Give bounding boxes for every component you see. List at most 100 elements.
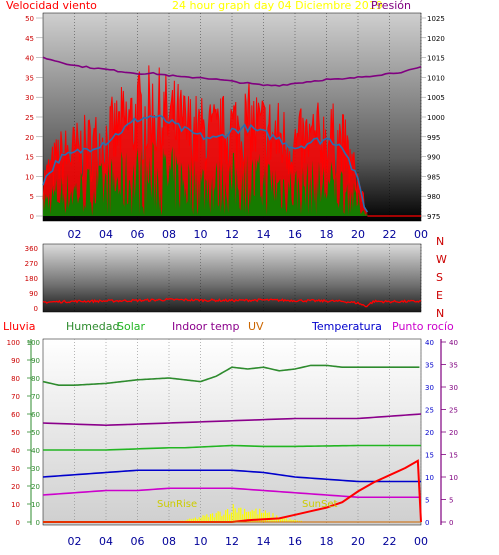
temperature-axis: 0 0 5 5 10 10 15 15 20 20 25 25 30 30 35 35 40 40 <box>425 339 458 527</box>
x-tick-label: 22 <box>383 228 397 241</box>
direction-axis: 0 90 180 270 360 <box>25 245 38 313</box>
climate-x-axis: 02 04 06 08 10 12 14 16 18 20 22 00 <box>68 535 429 548</box>
y-tick-label: 25 <box>25 114 34 122</box>
y-tick-label: 80 <box>31 375 40 383</box>
wind-gust-area <box>43 65 368 216</box>
y-tick-label: 90 <box>31 357 40 365</box>
rain-line <box>43 459 422 523</box>
compass-label: E <box>436 289 443 302</box>
punto-rocio-label: Punto rocío <box>392 320 454 333</box>
y-tick-label: 1000 <box>427 114 445 122</box>
y-tick-label: 40 <box>11 447 20 455</box>
indoor-temp-label: Indoor temp <box>172 320 239 333</box>
y-tick-label: 60 <box>11 411 20 419</box>
x-tick-label: 08 <box>162 535 176 548</box>
x-tick-label: 20 <box>351 228 365 241</box>
y-tick-label: 50 <box>25 15 34 23</box>
y-tick-label: 975 <box>427 213 440 221</box>
y-tick-label: 5 <box>449 497 453 505</box>
wind-x-axis: 02 04 06 08 10 12 14 16 18 20 22 00 <box>68 228 429 241</box>
x-tick-label: 20 <box>351 535 365 548</box>
x-tick-label: 12 <box>225 228 239 241</box>
y-tick-label: 70 <box>11 393 20 401</box>
uv-label: UV <box>248 320 264 333</box>
y-tick-label: 0 <box>36 519 40 527</box>
x-tick-label: 00 <box>414 228 428 241</box>
y-tick-label: 90 <box>29 290 38 298</box>
y-tick-label: 20 <box>31 483 40 491</box>
x-tick-label: 04 <box>99 228 113 241</box>
y-tick-label: 20 <box>11 483 20 491</box>
y-tick-label: 995 <box>427 134 440 142</box>
y-tick-label: 1015 <box>427 55 445 63</box>
y-tick-label: 40 <box>25 55 34 63</box>
y-tick-label: 1025 <box>427 15 445 23</box>
y-tick-label: 0 <box>30 213 34 221</box>
direction-panel-grid <box>74 244 422 312</box>
y-tick-label: 10 <box>31 501 40 509</box>
indoor-temp-line <box>42 413 422 427</box>
percent-axis: 0 0 10 10 20 20 30 30 40 40 50 50 60 60 70 70 80 80 90 90 10… <box>7 339 40 527</box>
sunrise-annotation: SunRise <box>157 499 197 510</box>
x-tick-label: 14 <box>257 535 271 548</box>
y-tick-label: 35 <box>25 74 34 82</box>
pressure-label: Presión <box>371 0 411 12</box>
x-tick-label: 22 <box>383 535 397 548</box>
wind-avg-line <box>42 114 369 213</box>
y-tick-label: 30 <box>31 465 40 473</box>
x-tick-label: 02 <box>68 228 82 241</box>
wind-gust-line <box>42 65 368 212</box>
wind-speed-axis: 0 5 10 15 20 25 30 35 40 45 50 <box>25 15 43 221</box>
x-tick-label: 16 <box>288 228 302 241</box>
y-tick-label: 30 <box>425 384 434 392</box>
x-tick-label: 06 <box>131 228 145 241</box>
y-tick-label: 90 <box>11 357 20 365</box>
y-tick-label: 15 <box>449 452 458 460</box>
x-tick-label: 14 <box>257 228 271 241</box>
compass-label: N <box>436 235 444 248</box>
wind-series <box>42 56 422 217</box>
compass-label: W <box>436 253 447 266</box>
compass-label: S <box>436 271 443 284</box>
y-tick-label: 0 <box>16 519 20 527</box>
y-tick-label: 45 <box>25 35 34 43</box>
x-tick-label: 10 <box>194 535 208 548</box>
y-tick-label: 70 <box>31 393 40 401</box>
solar-line <box>43 444 421 451</box>
x-tick-label: 08 <box>162 228 176 241</box>
y-tick-label: 20 <box>449 429 458 437</box>
direction-line <box>42 297 422 308</box>
y-tick-label: 1020 <box>427 35 445 43</box>
y-tick-label: 5 <box>30 193 34 201</box>
climate-series <box>42 364 422 523</box>
y-tick-label: 15 <box>25 154 34 162</box>
climate-panel-grid <box>74 339 422 525</box>
y-tick-label: 35 <box>425 362 434 370</box>
y-tick-label: 180 <box>25 275 38 283</box>
y-tick-label: 60 <box>31 411 40 419</box>
y-tick-label: 990 <box>427 154 440 162</box>
y-tick-label: 40 <box>449 339 458 347</box>
wind-low-area <box>43 141 368 216</box>
temperatura-label: Temperatura <box>311 320 382 333</box>
y-tick-label: 30 <box>11 465 20 473</box>
y-tick-label: 10 <box>11 501 20 509</box>
y-tick-label: 35 <box>449 362 458 370</box>
y-tick-label: 100 <box>7 339 20 347</box>
y-tick-label: 20 <box>25 134 34 142</box>
x-tick-label: 04 <box>99 535 113 548</box>
compass-label: N <box>436 307 444 320</box>
y-tick-label: 10 <box>425 474 434 482</box>
y-tick-label: 1010 <box>427 74 445 82</box>
y-tick-label: 40 <box>31 447 40 455</box>
solar-label: Solar <box>117 320 146 333</box>
y-tick-label: 50 <box>11 429 20 437</box>
y-tick-label: 50 <box>31 429 40 437</box>
y-tick-label: 25 <box>449 407 458 415</box>
graph-title: 24 hour graph day 04 Diciembre 2019 <box>172 0 383 12</box>
y-tick-label: 30 <box>25 94 34 102</box>
y-tick-label: 270 <box>25 260 38 268</box>
